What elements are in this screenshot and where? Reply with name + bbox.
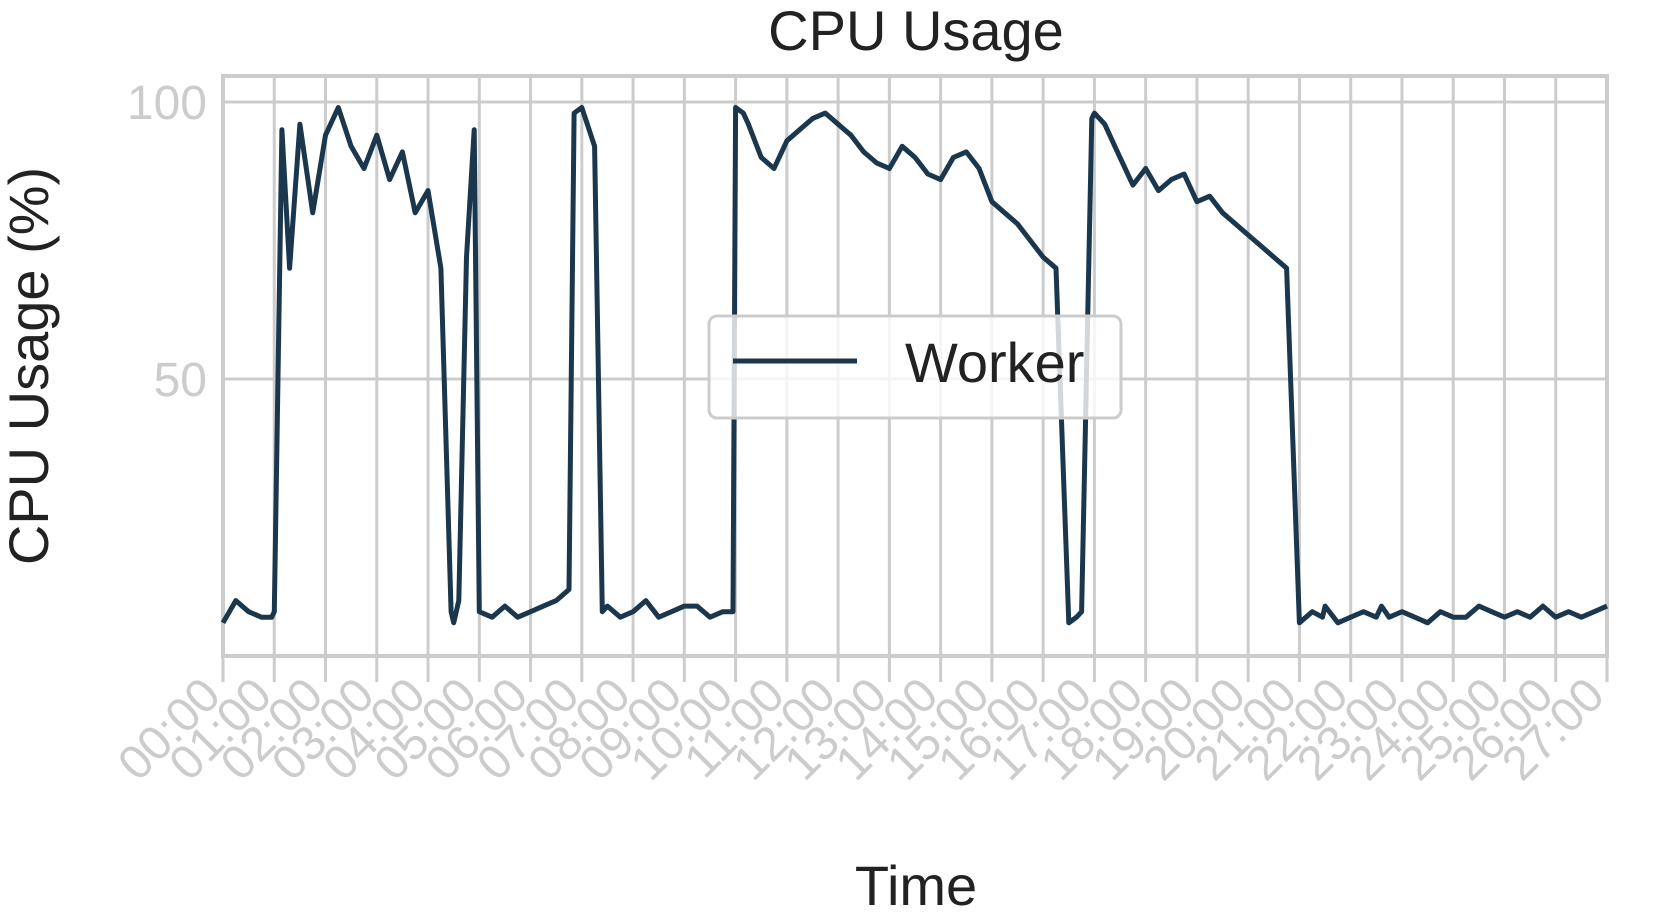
y-tick-label: 100	[127, 77, 207, 130]
y-axis-label: CPU Usage (%)	[0, 167, 60, 565]
plot-frame	[221, 74, 1609, 658]
series-line-worker	[220, 105, 1609, 626]
x-axis: 00:0001:0002:0003:0004:0005:0006:0007:00…	[108, 656, 1615, 791]
y-axis: 50 100	[127, 77, 207, 407]
legend: Worker	[707, 314, 1123, 420]
x-axis-label: Time	[855, 854, 977, 916]
y-tick-label: 50	[154, 354, 207, 407]
legend-box	[707, 314, 1123, 420]
chart-title: CPU Usage	[768, 0, 1064, 62]
legend-label-worker: Worker	[905, 331, 1084, 394]
